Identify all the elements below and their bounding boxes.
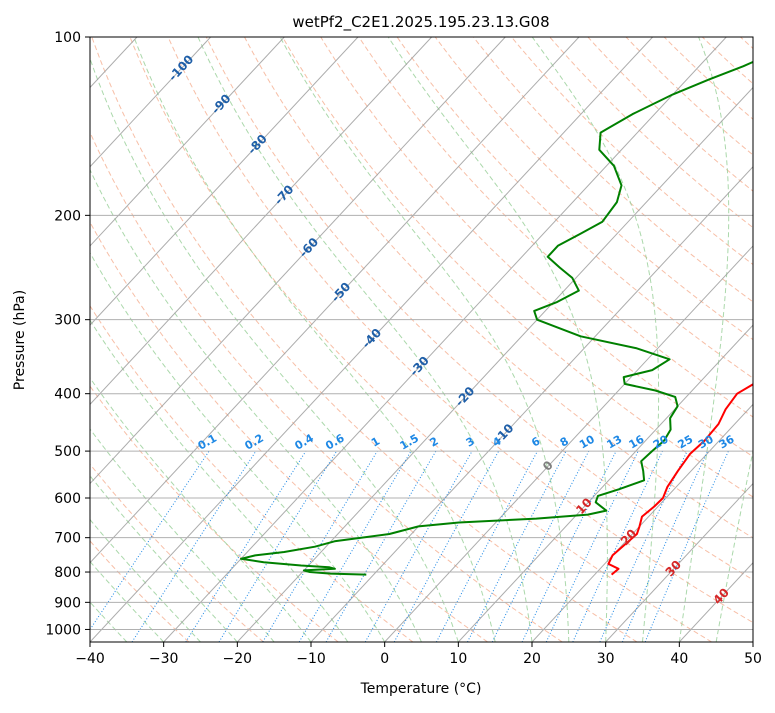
y-tick-label: 800 xyxy=(54,565,81,581)
y-tick-label: 900 xyxy=(54,595,81,611)
x-tick-label: 0 xyxy=(380,651,389,667)
y-tick-label: 600 xyxy=(54,491,81,507)
x-tick-label: −30 xyxy=(149,651,179,667)
y-tick-label: 300 xyxy=(54,313,81,329)
x-tick-label: 10 xyxy=(449,651,467,667)
y-axis-title: Pressure (hPa) xyxy=(12,290,28,390)
x-axis-title: Temperature (°C) xyxy=(360,681,482,697)
x-tick-label: 40 xyxy=(670,651,688,667)
y-tick-label: 400 xyxy=(54,387,81,403)
x-tick-label: 30 xyxy=(597,651,615,667)
y-tick-label: 500 xyxy=(54,444,81,460)
y-tick-label: 200 xyxy=(54,208,81,224)
x-tick-label: −20 xyxy=(223,651,253,667)
y-tick-label: 1000 xyxy=(45,622,81,638)
x-tick-label: 20 xyxy=(523,651,541,667)
y-tick-label: 100 xyxy=(54,30,81,46)
y-tick-label: 700 xyxy=(54,531,81,547)
x-tick-label: −10 xyxy=(296,651,326,667)
chart-title: wetPf2_C2E1.2025.195.23.13.G08 xyxy=(292,13,549,32)
x-tick-label: 50 xyxy=(744,651,762,667)
x-tick-label: −40 xyxy=(75,651,105,667)
